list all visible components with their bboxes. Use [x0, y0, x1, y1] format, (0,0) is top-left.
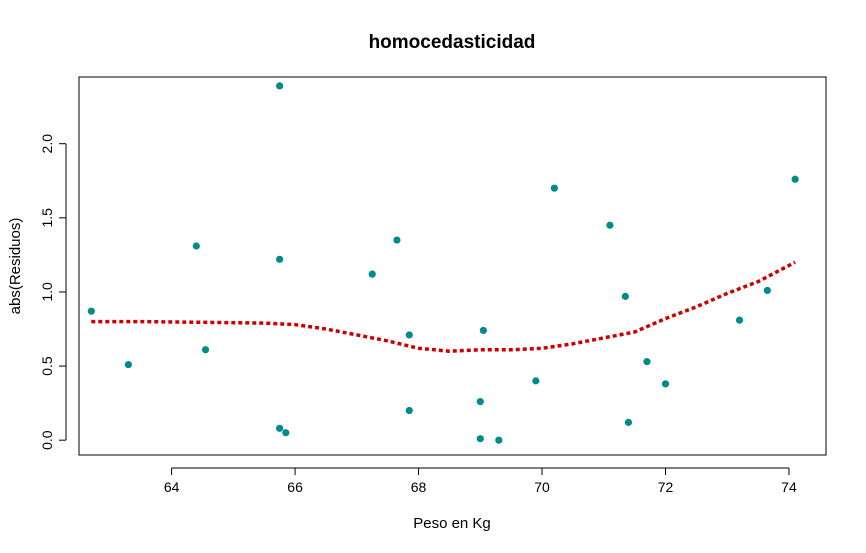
- x-axis: 64 66 68 70 72 74: [164, 467, 797, 495]
- scatter-points: [87, 82, 799, 444]
- data-point: [87, 307, 95, 315]
- y-tick-label: 0.5: [39, 356, 55, 376]
- x-tick-label: 74: [781, 479, 797, 495]
- data-point: [192, 242, 200, 250]
- data-point: [368, 270, 376, 278]
- x-tick-label: 68: [411, 479, 427, 495]
- data-point: [479, 326, 487, 335]
- data-point: [476, 398, 484, 406]
- data-point: [606, 221, 614, 229]
- data-point: [276, 255, 284, 263]
- y-tick-label: 0.0: [39, 430, 55, 450]
- y-tick-label: 1.5: [39, 208, 55, 228]
- x-tick-label: 66: [287, 479, 303, 495]
- y-axis: 0.0 0.5 1.0 1.5 2.0: [39, 134, 67, 450]
- lowess-smooth-line: [91, 260, 796, 353]
- data-point: [621, 292, 629, 300]
- data-point: [532, 377, 540, 385]
- data-point: [476, 435, 484, 443]
- data-point: [763, 286, 771, 295]
- data-point: [282, 429, 290, 437]
- data-point: [624, 418, 633, 426]
- data-point: [405, 406, 413, 415]
- chart-title: homocedasticidad: [369, 32, 536, 53]
- data-point: [550, 184, 558, 192]
- data-point: [276, 82, 284, 90]
- data-point: [735, 316, 744, 324]
- x-axis-label: Peso en Kg: [413, 515, 491, 532]
- data-point: [124, 360, 132, 369]
- data-point: [643, 358, 651, 366]
- data-point: [661, 380, 670, 388]
- data-point: [791, 175, 799, 183]
- data-point: [495, 436, 503, 444]
- x-tick-label: 70: [534, 479, 550, 495]
- data-point: [405, 331, 413, 339]
- data-point: [201, 346, 210, 354]
- x-tick-label: 72: [658, 479, 674, 495]
- data-point: [393, 236, 401, 244]
- data-point: [276, 424, 284, 432]
- y-axis-label: abs(Residuos): [7, 218, 24, 315]
- y-tick-label: 2.0: [39, 134, 55, 154]
- plot-frame: [78, 76, 827, 456]
- y-tick-label: 1.0: [39, 282, 55, 302]
- x-tick-label: 64: [164, 479, 180, 495]
